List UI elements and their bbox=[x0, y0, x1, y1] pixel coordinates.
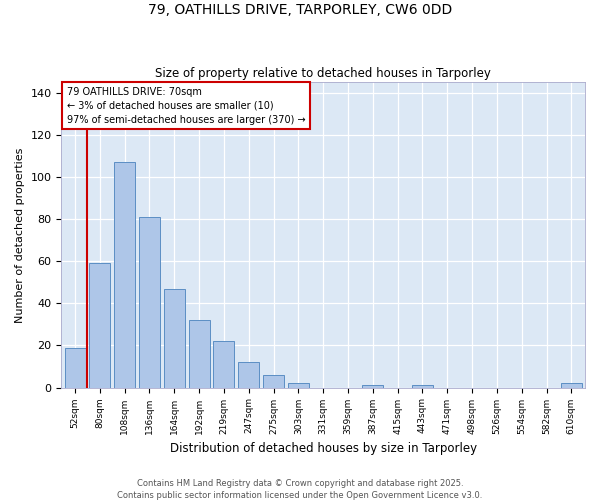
Text: Contains HM Land Registry data © Crown copyright and database right 2025.
Contai: Contains HM Land Registry data © Crown c… bbox=[118, 478, 482, 500]
Bar bbox=[214, 341, 235, 388]
Bar bbox=[362, 386, 383, 388]
Bar bbox=[412, 386, 433, 388]
Bar bbox=[89, 264, 110, 388]
Bar bbox=[561, 384, 582, 388]
Bar bbox=[263, 375, 284, 388]
Bar bbox=[238, 362, 259, 388]
Y-axis label: Number of detached properties: Number of detached properties bbox=[15, 147, 25, 322]
X-axis label: Distribution of detached houses by size in Tarporley: Distribution of detached houses by size … bbox=[170, 442, 477, 455]
Bar bbox=[139, 217, 160, 388]
Bar bbox=[65, 348, 86, 388]
Bar bbox=[164, 288, 185, 388]
Text: 79, OATHILLS DRIVE, TARPORLEY, CW6 0DD: 79, OATHILLS DRIVE, TARPORLEY, CW6 0DD bbox=[148, 2, 452, 16]
Bar bbox=[288, 384, 309, 388]
Title: Size of property relative to detached houses in Tarporley: Size of property relative to detached ho… bbox=[155, 66, 491, 80]
Bar bbox=[114, 162, 135, 388]
Text: 79 OATHILLS DRIVE: 70sqm
← 3% of detached houses are smaller (10)
97% of semi-de: 79 OATHILLS DRIVE: 70sqm ← 3% of detache… bbox=[67, 86, 305, 124]
Bar bbox=[188, 320, 209, 388]
